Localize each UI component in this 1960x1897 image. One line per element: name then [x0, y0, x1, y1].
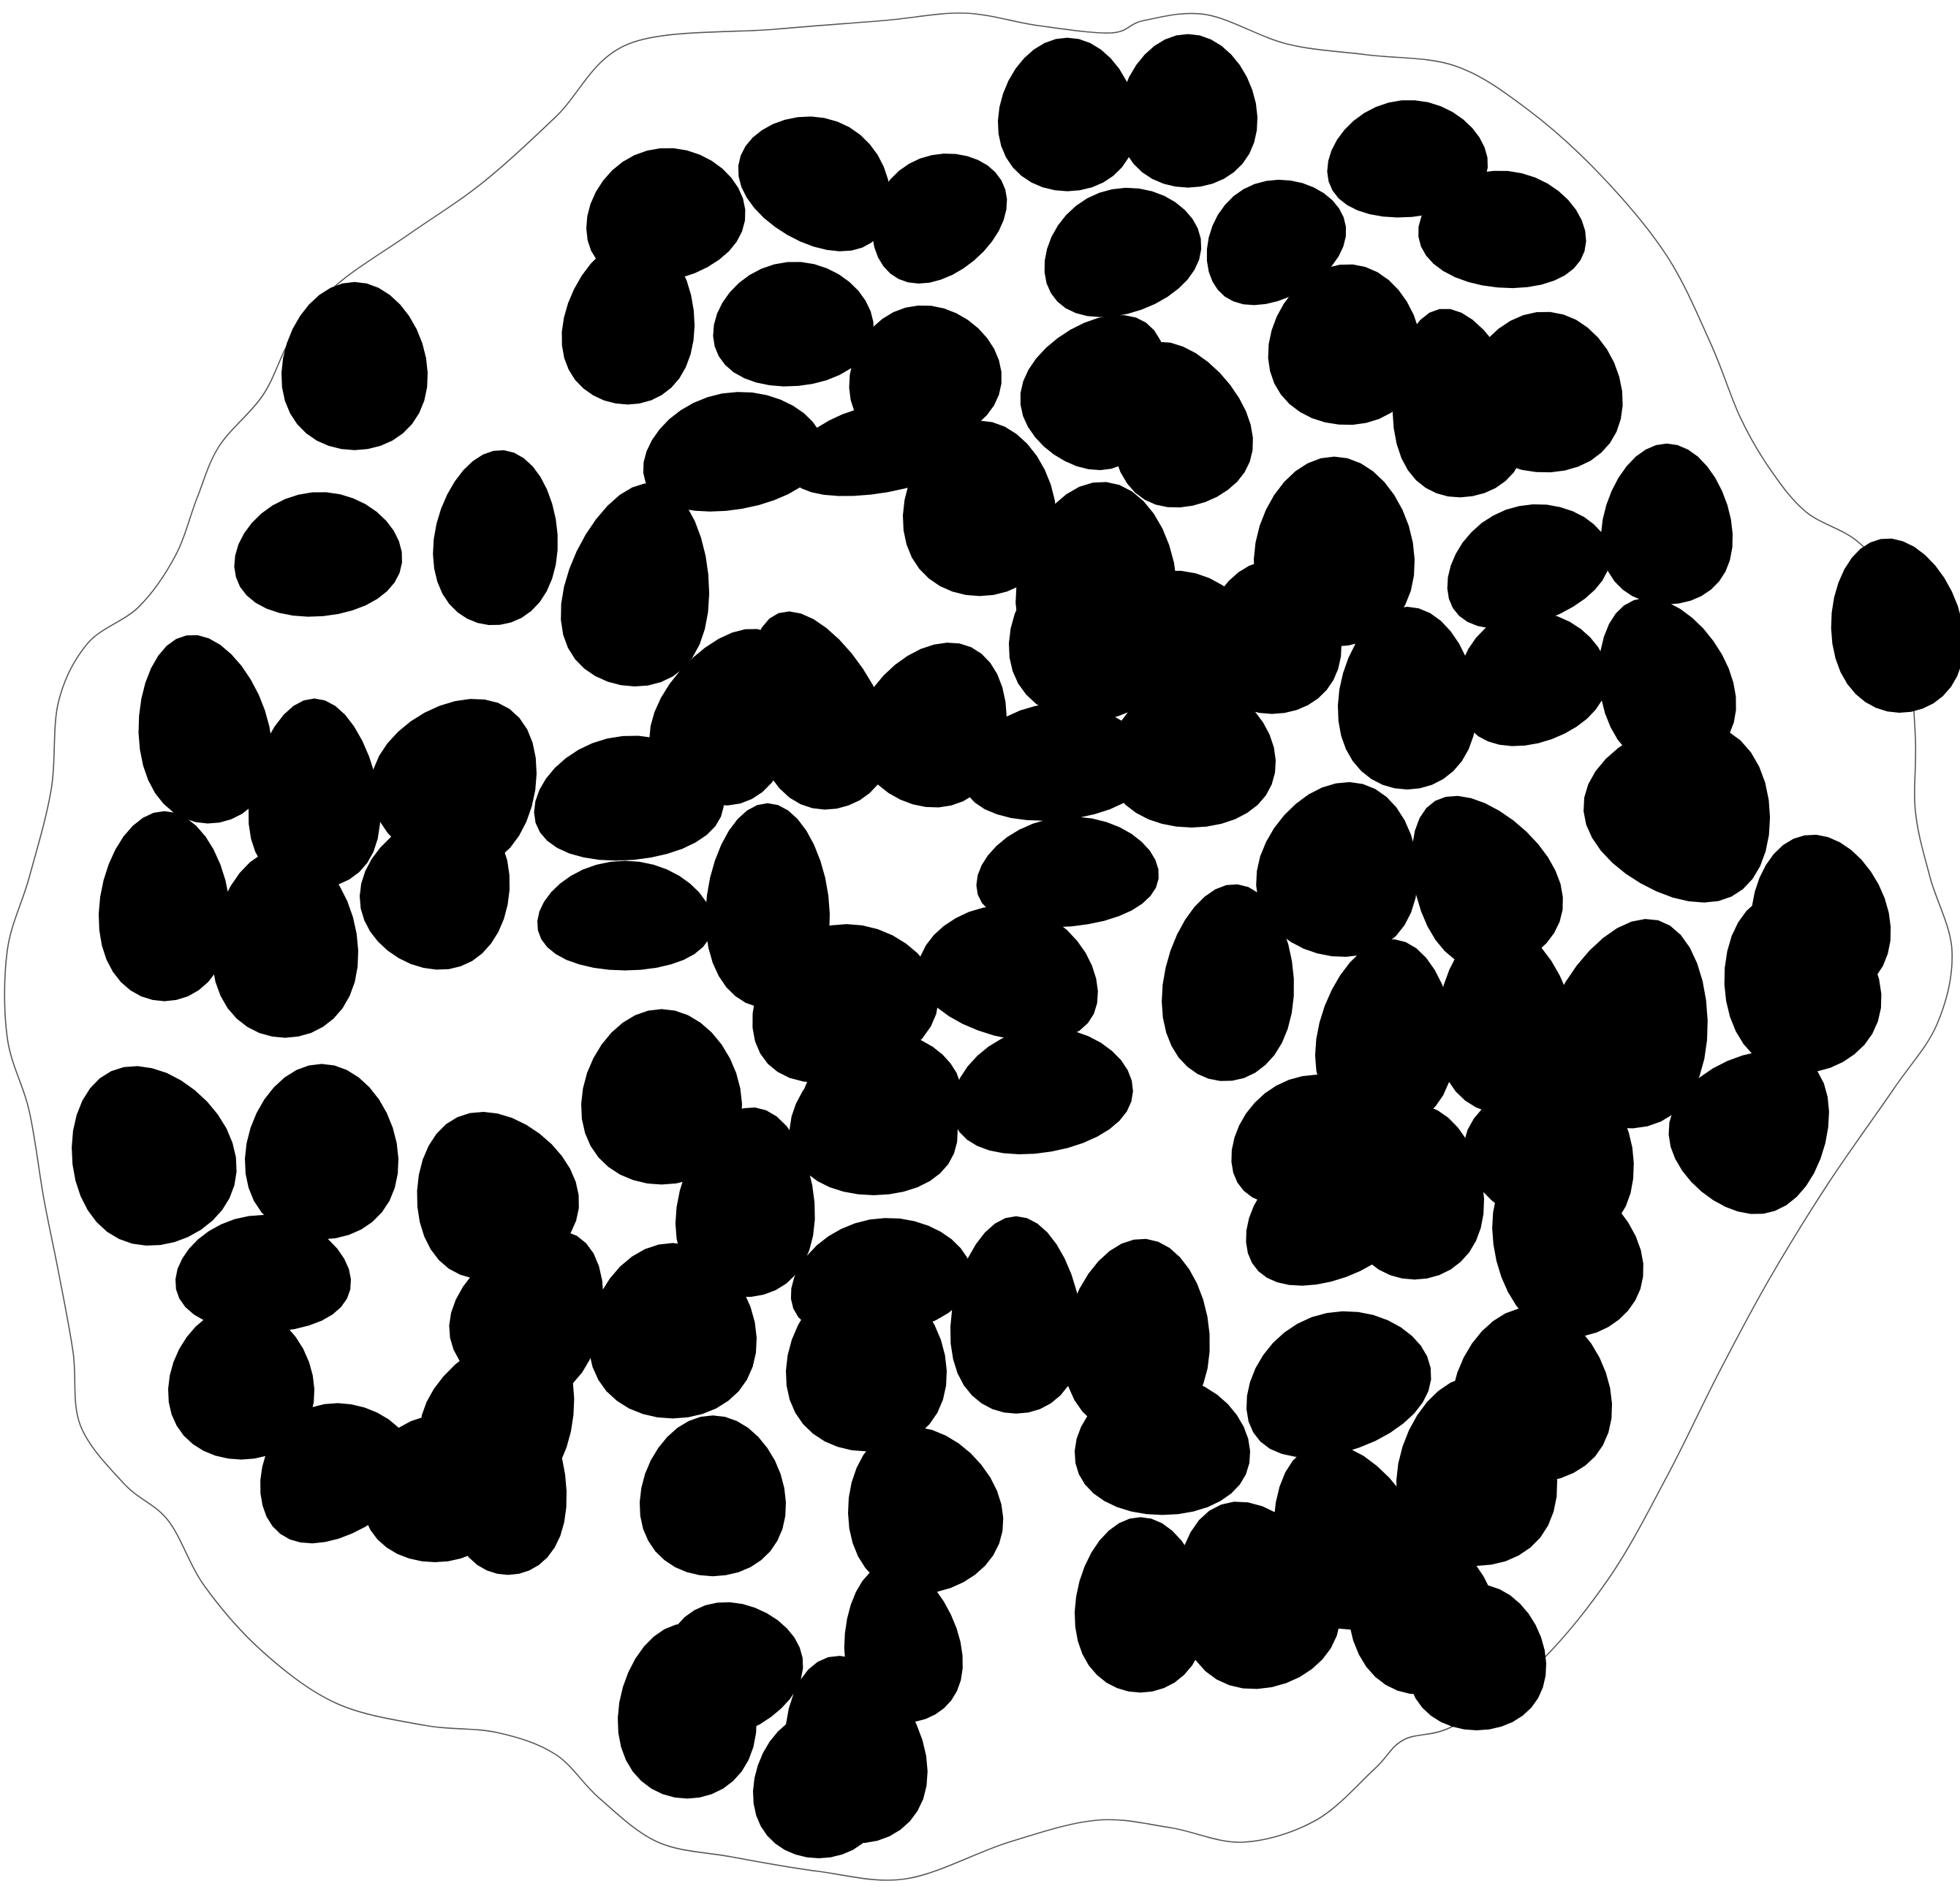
blob-shape [1407, 1584, 1546, 1730]
blob-shape [738, 116, 890, 251]
blob-shape [713, 262, 874, 387]
blob-shape [1119, 34, 1257, 188]
blob-shape [249, 698, 380, 889]
blob-shape [99, 811, 230, 1001]
blob-shape [1412, 795, 1563, 970]
blob-shape [1437, 925, 1577, 1114]
blob-shape [961, 703, 1151, 821]
blob-shape [1543, 919, 1708, 1129]
blob-shape [433, 450, 558, 625]
blob-shape [748, 611, 891, 810]
blob-shape [872, 154, 1007, 284]
blob-shape [917, 905, 1098, 1042]
blob-shape [1268, 264, 1422, 425]
blob-shape [801, 1031, 961, 1151]
blob-shape [561, 483, 710, 686]
blob-shape [753, 1712, 885, 1858]
blob-shape [640, 1415, 786, 1577]
blob-shape [1044, 187, 1202, 317]
blob-shape [903, 420, 1056, 597]
blob-group [72, 34, 1960, 1858]
blob-shape [1668, 1050, 1829, 1214]
blob-shape [1108, 681, 1276, 828]
blob-shape [1338, 607, 1477, 790]
blob-shape [1206, 179, 1346, 306]
blob-shape [675, 1107, 815, 1297]
blob-shape [1176, 1502, 1341, 1689]
blob-shape [1075, 1376, 1250, 1515]
blob-shape [534, 735, 724, 861]
blob-shape [950, 1216, 1082, 1414]
blob-shape [561, 237, 695, 405]
blob-shape [1457, 611, 1608, 746]
blob-shape [234, 492, 402, 617]
blob-shape [1583, 722, 1771, 903]
blob-shape [175, 1215, 351, 1332]
blob-shape [72, 1066, 237, 1246]
blob-shape [1418, 170, 1586, 289]
blob-shape [1447, 504, 1611, 629]
blob-shape [537, 860, 713, 971]
blob-shape [848, 1427, 1004, 1594]
blob-shape [1110, 341, 1253, 508]
blob-shape [1246, 1311, 1431, 1458]
blob-shape [786, 1276, 947, 1452]
blob-shape [1751, 834, 1891, 1002]
cluster-boundary-outline [4, 12, 1953, 1881]
blob-shape [1601, 443, 1733, 605]
blob-shape [1396, 1376, 1557, 1566]
blob-shape [450, 1385, 567, 1575]
blob-shape [589, 1243, 757, 1419]
blob-shape [1162, 884, 1294, 1081]
blob-shape [1831, 538, 1960, 713]
blob-shape [1345, 1104, 1484, 1280]
blob-shape [1086, 570, 1262, 710]
blob-shape [1492, 1163, 1643, 1337]
blob-shape [1461, 311, 1623, 473]
blob-shape [618, 1623, 757, 1799]
blob-shape [168, 1306, 314, 1460]
blob-shape [138, 635, 273, 824]
blob-shape [643, 392, 825, 512]
blob-shape [1075, 1517, 1206, 1693]
blob-shape [976, 817, 1159, 928]
blob-shape [581, 1009, 742, 1185]
blob-shape [360, 811, 510, 970]
blob-shape [951, 1027, 1133, 1154]
blob-shape [245, 1064, 398, 1240]
blob-shape [212, 847, 358, 1038]
blob-shape [281, 281, 428, 450]
blob-shape [1256, 781, 1418, 957]
blob-shape [998, 37, 1137, 192]
